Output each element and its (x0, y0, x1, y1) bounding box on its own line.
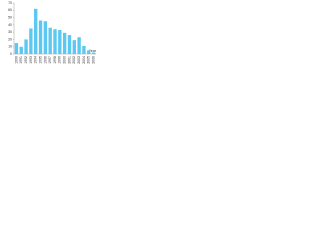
x-tick-label: 1992 (24, 56, 28, 64)
y-tick-label: 20 (8, 37, 12, 41)
x-tick-label: 2004 (82, 56, 86, 64)
bar (19, 46, 23, 54)
y-tick-label: 0 (10, 52, 12, 56)
x-axis-label: Year (89, 49, 97, 53)
bar (14, 43, 19, 54)
x-tick-label: 2001 (67, 56, 71, 64)
y-tick-label: 10 (8, 45, 12, 49)
bar (58, 29, 62, 54)
y-tick-label: 70 (8, 1, 12, 5)
x-tick-label: 2006 (92, 56, 96, 64)
x-tick-label: 1998 (53, 56, 57, 64)
bar (53, 29, 57, 54)
bar (72, 40, 76, 54)
x-tick-label: 2005 (87, 56, 91, 64)
bar (62, 32, 67, 54)
bar (87, 50, 91, 54)
x-tick-label: 1994 (34, 56, 38, 64)
bar (67, 35, 72, 54)
x-tick-label: 1993 (29, 56, 33, 64)
bar (82, 45, 86, 54)
y-tick-label: 40 (8, 23, 12, 27)
y-tick-label: 60 (8, 8, 12, 12)
x-tick-label: 2002 (72, 56, 76, 64)
x-tick-label: 2003 (77, 56, 81, 64)
bar (48, 27, 52, 54)
bar (34, 8, 38, 54)
x-tick-label: 1990 (14, 56, 18, 64)
x-tick-label: 1996 (43, 56, 47, 64)
bar (38, 20, 43, 54)
chart: Year 0 10 20 30 40 50 60 70 1990 1991 1992 1993 1994… (8, 1, 97, 64)
bar (77, 37, 81, 54)
bar (91, 52, 96, 54)
page: {"chart_data": {"type": "bar", "x_label"… (0, 0, 100, 67)
y-tick-label: 30 (8, 30, 12, 34)
bar (24, 39, 28, 54)
x-tick-label: 2000 (63, 56, 67, 64)
x-tick-label: 1999 (58, 56, 62, 64)
x-tick-label: 1991 (19, 56, 23, 64)
bar (43, 21, 48, 54)
bar (29, 28, 33, 54)
y-tick-label: 50 (8, 15, 12, 19)
x-tick-label: 1995 (38, 56, 42, 64)
x-tick-label: 1997 (48, 56, 52, 64)
